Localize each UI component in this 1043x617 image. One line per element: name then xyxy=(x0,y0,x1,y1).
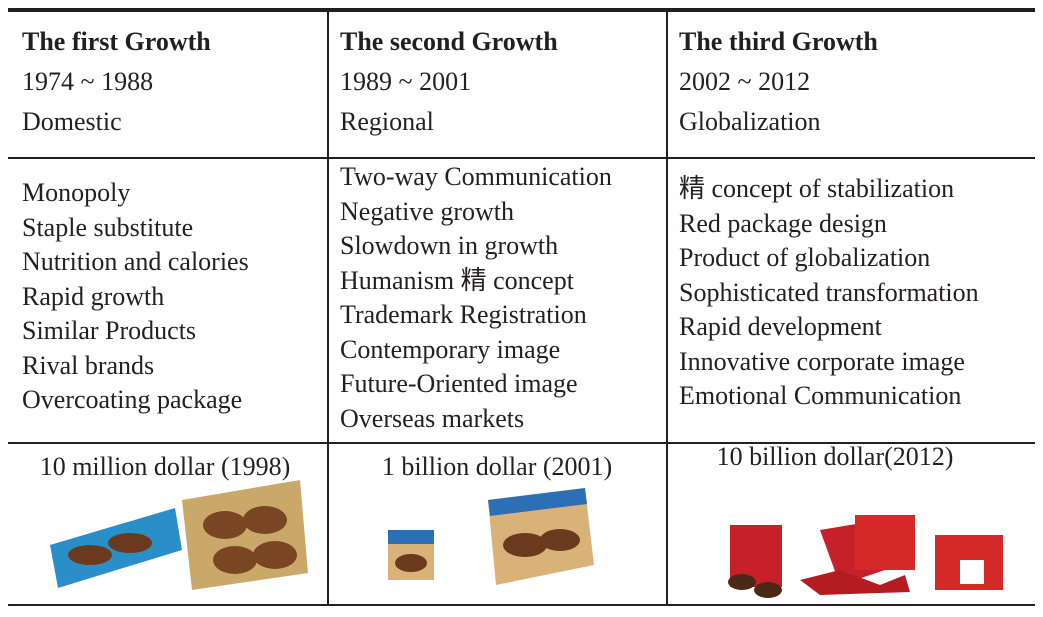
list-item: Emotional Communication xyxy=(679,381,962,410)
middle-rule xyxy=(8,442,1035,444)
list-item: 精 concept of stabilization xyxy=(679,174,955,203)
product-box xyxy=(728,515,1003,598)
period: 2002 ~ 2012 xyxy=(679,67,811,96)
list-item: Similar Products xyxy=(22,316,197,345)
sales-figure: 1 billion dollar (2001) xyxy=(381,452,613,481)
list-item: Nutrition and calories xyxy=(22,247,249,276)
column-title: The second Growth xyxy=(340,27,558,56)
list-item: Staple substitute xyxy=(22,212,194,242)
top-rule xyxy=(8,8,1035,12)
bottom-rule xyxy=(8,604,1035,606)
column-title: The first Growth xyxy=(22,27,211,56)
list-item: Future-Oriented image xyxy=(340,369,578,398)
column-rule xyxy=(327,12,329,605)
list-item: Overseas markets xyxy=(340,403,525,433)
list-item: Contemporary image xyxy=(340,334,561,364)
list-item: Humanism 精 concept xyxy=(340,265,574,295)
list-item: Overcoating package xyxy=(22,385,243,414)
list-item: Trademark Registration xyxy=(340,300,587,329)
column-rule xyxy=(666,12,668,605)
list-item: Rapid development xyxy=(679,312,882,341)
product-box xyxy=(388,488,594,585)
list-item: Sophisticated transformation xyxy=(679,277,979,307)
list-item: Slowdown in growth xyxy=(340,231,559,260)
period: 1974 ~ 1988 xyxy=(22,67,154,96)
list-item: Rival brands xyxy=(22,350,155,380)
scope: Globalization xyxy=(679,107,821,136)
scope: Domestic xyxy=(22,107,122,136)
product-box xyxy=(50,480,308,590)
list-item: Two-way Communication xyxy=(340,162,612,191)
sales-figure: 10 million dollar (1998) xyxy=(39,452,291,481)
sales-figure: 10 billion dollar(2012) xyxy=(716,442,954,471)
list-item: Monopoly xyxy=(22,178,131,207)
period: 1989 ~ 2001 xyxy=(340,67,472,96)
list-item: Product of globalization xyxy=(679,243,931,272)
scope: Regional xyxy=(340,107,434,136)
column-title: The third Growth xyxy=(679,27,878,56)
list-item: Negative growth xyxy=(340,196,515,226)
list-item: Rapid growth xyxy=(22,281,165,311)
list-item: Red package design xyxy=(679,208,887,238)
list-item: Innovative corporate image xyxy=(679,346,965,376)
header-rule xyxy=(8,157,1035,159)
